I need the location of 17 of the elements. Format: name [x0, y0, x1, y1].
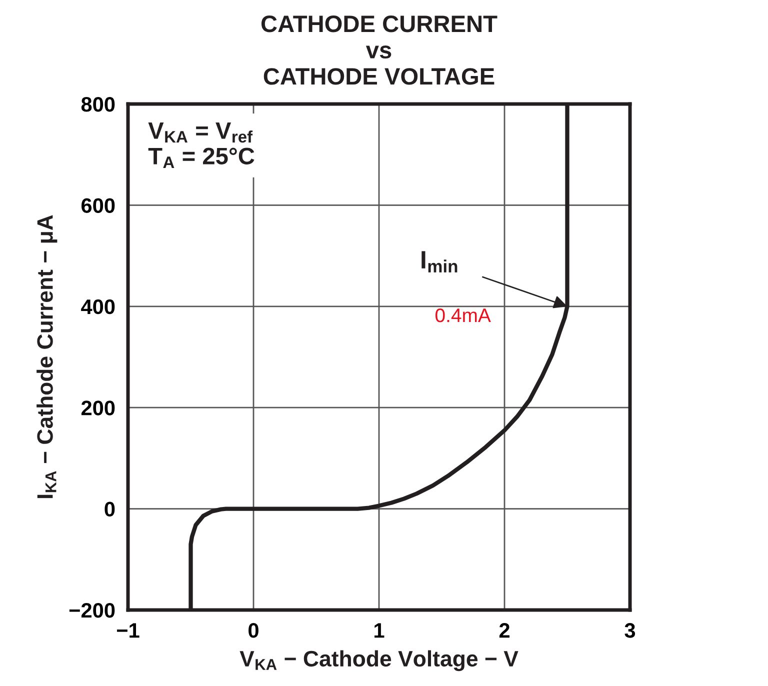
- y-tick-label: 400: [81, 299, 115, 314]
- x-tick-label: −1: [116, 623, 140, 638]
- y-tick-label: 800: [81, 97, 115, 112]
- x-axis-title: V$_{KA}$ − Cathode Voltage − V: [240, 650, 518, 672]
- y-tick-label: −200: [69, 603, 115, 618]
- y-axis-title: I$_{KA}$ − Cathode Current − μA: [36, 215, 58, 498]
- y-tick-label: 600: [82, 198, 115, 213]
- y-tick-label: 200: [81, 400, 115, 416]
- x-tick-label: 2: [499, 623, 510, 638]
- annotation: I$_{min}$: [422, 251, 458, 272]
- y-tick-label: 0: [104, 502, 115, 517]
- chart-title: CATHODE CURRENT vs CATHODE VOLTAGE: [261, 15, 498, 85]
- x-tick-label: 3: [624, 623, 636, 638]
- text: V$_{KA}$ = V$_{ref}$ T$_{A}$ = 25°C: [148, 122, 254, 168]
- x-tick-label: 0: [248, 623, 258, 638]
- annotation: 0.4mA: [435, 308, 491, 322]
- x-tick-label: 1: [374, 623, 384, 638]
